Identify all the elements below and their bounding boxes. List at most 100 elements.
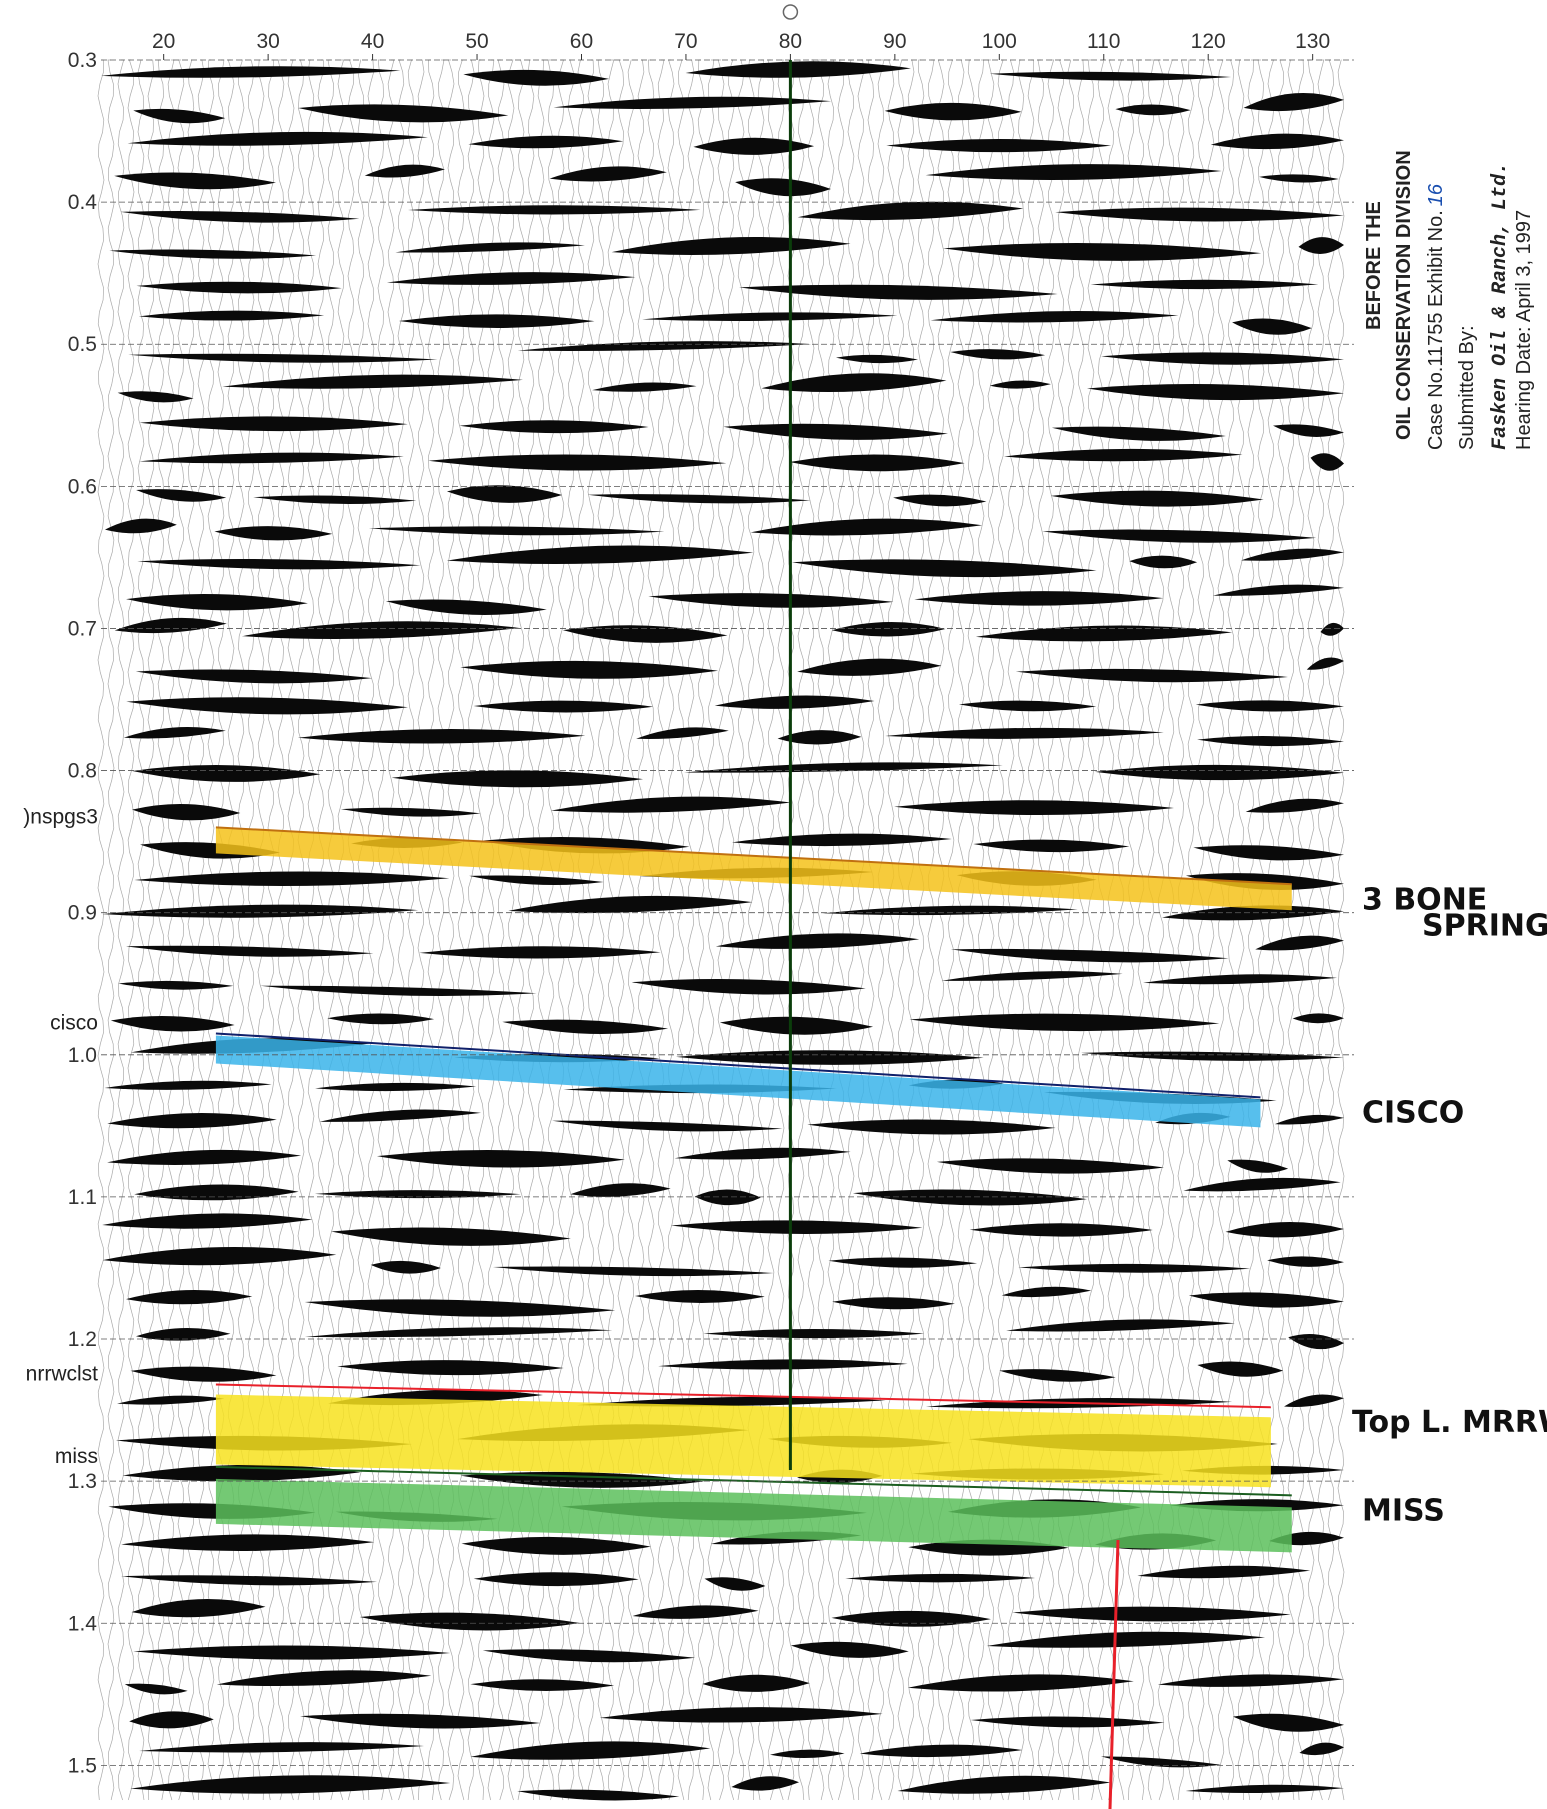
reflector-band <box>1197 736 1344 747</box>
reflector-band <box>1284 1394 1344 1408</box>
reflector-band <box>370 1260 441 1274</box>
trace-wiggle <box>607 59 615 1801</box>
reflector-band <box>1100 1756 1221 1768</box>
reflector-band <box>1090 279 1319 290</box>
trace-wiggle <box>677 59 685 1801</box>
reflector-band <box>989 71 1232 81</box>
reflector-band <box>386 272 636 285</box>
reflector-band <box>1137 1565 1311 1579</box>
reflector-band <box>648 593 894 608</box>
reflector-band <box>822 905 1078 916</box>
reflector-band <box>631 978 866 995</box>
trace-wiggle <box>147 59 155 1801</box>
reflector-band <box>468 135 624 149</box>
y-tick-label: 0.6 <box>68 475 97 498</box>
horizon-band <box>215 1394 1271 1488</box>
reflector-band <box>969 1223 1153 1237</box>
reflector-band <box>314 1190 521 1199</box>
reflector-band <box>1306 657 1344 670</box>
stamp-line: Hearing Date: April 3, 1997 <box>1513 210 1535 450</box>
reflector-band <box>419 946 661 959</box>
reflector-band <box>852 1189 1087 1206</box>
reflector-band <box>552 1120 783 1132</box>
reflector-band <box>138 310 325 321</box>
trace-wiggle <box>637 59 645 1801</box>
reflector-band <box>139 416 408 432</box>
reflector-band <box>845 1573 1036 1583</box>
reflector-band <box>973 839 1130 853</box>
reflector-band <box>1006 1319 1235 1332</box>
y-tick-label: 1.2 <box>68 1328 97 1351</box>
x-tick-label: 40 <box>361 30 384 53</box>
horizon-band <box>215 1478 1292 1553</box>
reflector-band <box>110 1016 235 1032</box>
reflector-band <box>391 770 643 788</box>
x-tick-label: 80 <box>779 30 802 53</box>
reflector-band <box>1015 668 1288 683</box>
well-marker <box>782 4 799 20</box>
reflector-band <box>222 374 523 389</box>
reflector-band <box>1212 584 1344 596</box>
reflector-band <box>304 1299 616 1317</box>
stamp-line: Submitted By: <box>1456 325 1478 450</box>
reflector-band <box>1129 555 1198 569</box>
reflector-band <box>127 131 428 146</box>
reflector-band <box>958 700 1097 712</box>
reflector-band <box>550 796 791 813</box>
reflector-band <box>835 354 919 364</box>
reflector-band <box>102 1246 337 1266</box>
reflector-band <box>723 423 948 440</box>
reflector-band <box>731 1776 800 1791</box>
reflector-band <box>1018 1263 1251 1273</box>
trace-wiggle <box>357 59 365 1801</box>
reflector-band <box>1051 426 1226 441</box>
reflector-band <box>385 599 547 615</box>
reflector-band <box>731 833 952 847</box>
reflector-band <box>797 201 1024 221</box>
reflector-band <box>139 452 404 464</box>
reflector-band <box>129 1711 214 1729</box>
reflector-band <box>587 494 811 504</box>
reflector-band <box>117 1395 225 1405</box>
trace-wiggle <box>107 59 115 1801</box>
reflector-band <box>1188 1292 1344 1308</box>
reflector-band <box>260 985 537 997</box>
horizon-pick <box>215 826 1292 886</box>
reflector-band <box>319 1109 482 1122</box>
reflector-band <box>102 904 419 918</box>
reflector-band <box>446 545 754 564</box>
y-tick-label: 0.7 <box>68 617 97 640</box>
reflector-band <box>123 727 226 739</box>
reflector-band <box>632 1605 759 1619</box>
reflector-band <box>950 948 1229 963</box>
reflector-band <box>907 1674 1134 1692</box>
reflector-band <box>102 1213 313 1229</box>
reflector-band <box>658 1359 908 1370</box>
reflector-band <box>126 593 308 611</box>
reflector-band <box>407 205 701 215</box>
reflector-band <box>1320 622 1344 636</box>
reflector-band <box>1241 548 1344 561</box>
reflector-band <box>885 727 1164 739</box>
reflector-band <box>331 1227 571 1246</box>
reflector-band <box>134 1184 299 1201</box>
reflector-band <box>1185 1784 1344 1794</box>
trace-wiggle <box>97 59 105 1801</box>
exhibit-stamp: BEFORE THE OIL CONSERVATION DIVISION Case … <box>1363 150 1535 450</box>
trace-wiggle <box>667 59 675 1801</box>
reflector-band <box>791 559 1097 578</box>
reflector-band <box>139 1742 425 1753</box>
x-tick-label: 20 <box>152 30 175 53</box>
reflector-band <box>807 1119 1056 1135</box>
reflector-band <box>909 1013 1220 1032</box>
reflector-band <box>118 980 234 990</box>
reflector-band <box>914 591 1164 606</box>
reflector-band <box>359 1612 580 1631</box>
reflector-band <box>1142 974 1338 985</box>
reflector-band <box>719 1016 874 1035</box>
horizon-band <box>215 827 1292 911</box>
reflector-band <box>125 1289 253 1305</box>
reflector-band <box>1001 1286 1092 1298</box>
reflector-band <box>950 349 1046 360</box>
reflector-band <box>1243 92 1344 112</box>
